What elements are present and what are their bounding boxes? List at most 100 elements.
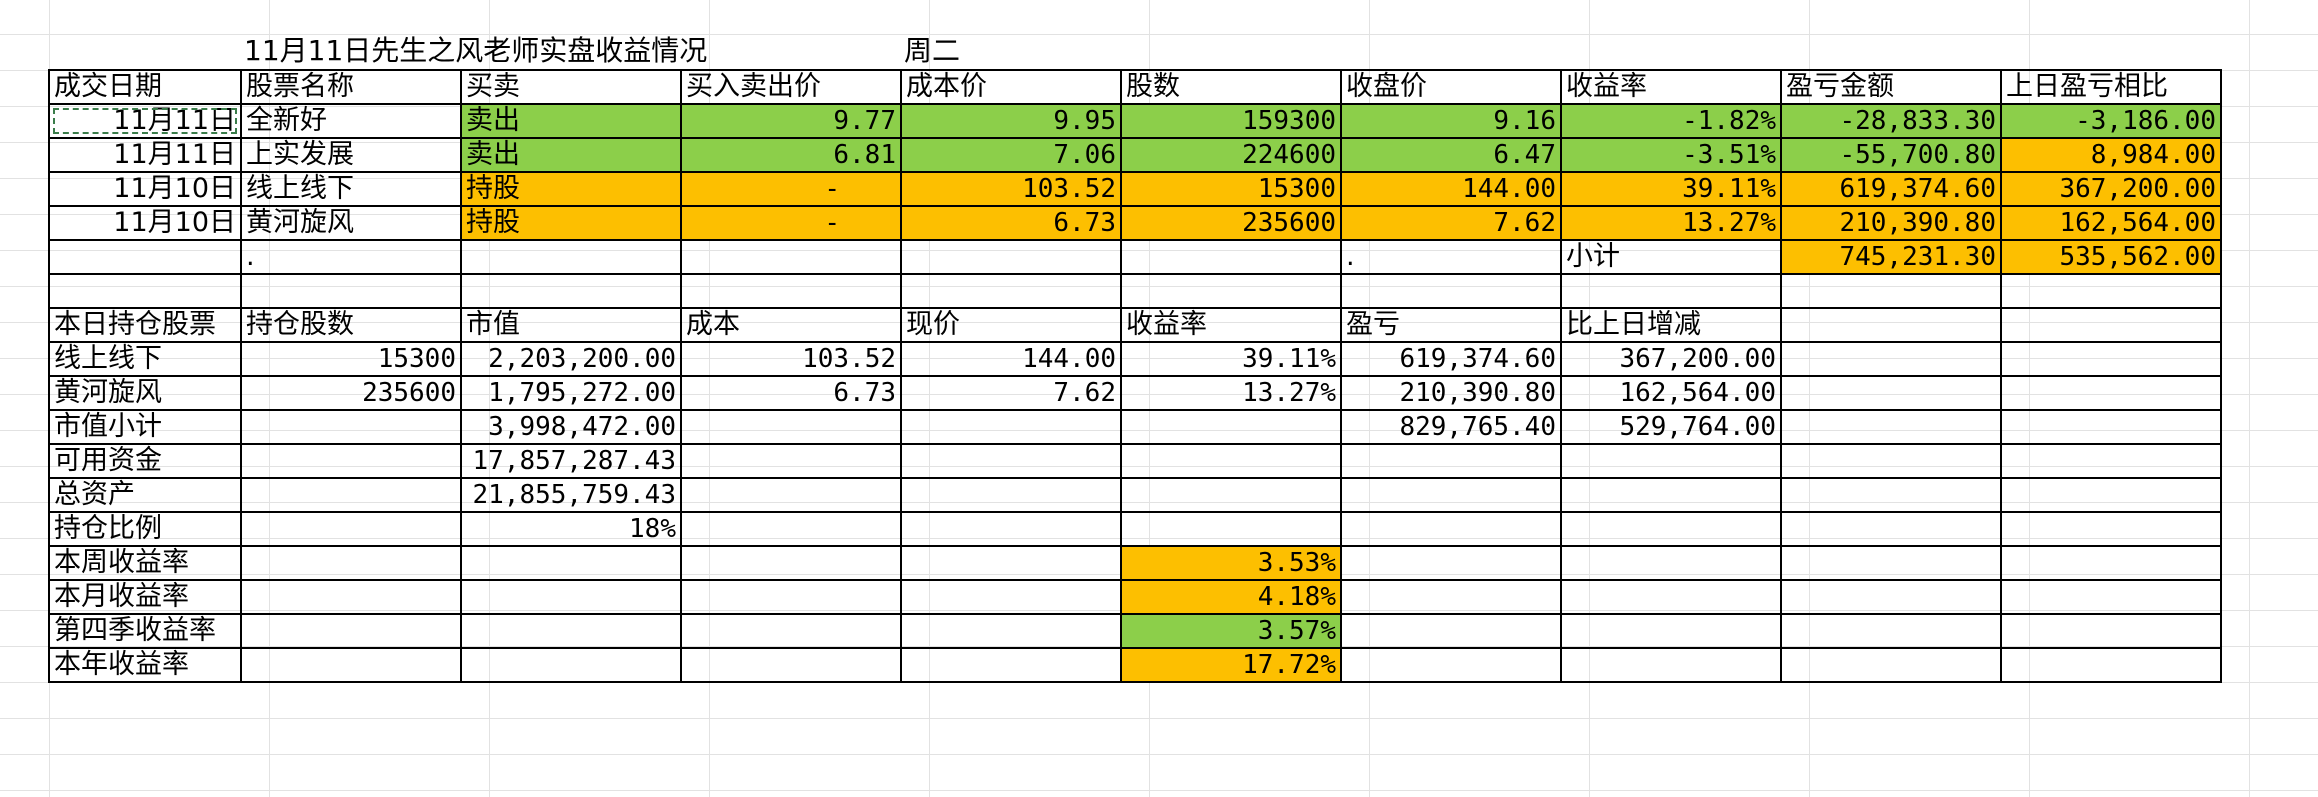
action-cell[interactable]: 卖出: [460, 137, 682, 173]
empty-cell[interactable]: [900, 443, 1122, 479]
empty-cell[interactable]: [2000, 341, 2222, 377]
empty-cell[interactable]: [240, 613, 462, 649]
header-cell[interactable]: 股数: [1120, 69, 1342, 105]
empty-cell[interactable]: [240, 477, 462, 513]
header-cell[interactable]: 持仓股数: [240, 307, 462, 343]
trade-date-cell-selected[interactable]: 11月11日: [48, 103, 242, 139]
pnl-cell[interactable]: -28,833.30: [1780, 103, 2002, 139]
stock-name-cell[interactable]: 线上线下: [240, 171, 462, 207]
empty-cell[interactable]: [900, 647, 1122, 683]
row-label-cell[interactable]: 市值小计: [48, 409, 242, 445]
empty-cell[interactable]: [900, 477, 1122, 513]
stock-name-cell[interactable]: 全新好: [240, 103, 462, 139]
close-price-cell[interactable]: 7.62: [1340, 205, 1562, 241]
empty-cell[interactable]: [1120, 511, 1342, 547]
vs-prev-cell[interactable]: 8,984.00: [2000, 137, 2222, 173]
return-rate-cell[interactable]: 13.27%: [1560, 205, 1782, 241]
empty-cell[interactable]: [900, 239, 1122, 275]
row-label-cell[interactable]: 本周收益率: [48, 545, 242, 581]
empty-cell[interactable]: [2000, 273, 2222, 309]
empty-cell[interactable]: [1340, 477, 1562, 513]
action-cell[interactable]: 持股: [460, 171, 682, 207]
market-value-cell[interactable]: 2,203,200.00: [460, 341, 682, 377]
empty-cell[interactable]: [1340, 613, 1562, 649]
empty-cell[interactable]: [240, 647, 462, 683]
return-rate-cell[interactable]: -1.82%: [1560, 103, 1782, 139]
empty-cell[interactable]: [680, 409, 902, 445]
vs-prev-cell[interactable]: 367,200.00: [2000, 171, 2222, 207]
header-cell[interactable]: 盈亏金额: [1780, 69, 2002, 105]
header-cell[interactable]: 买卖: [460, 69, 682, 105]
empty-cell[interactable]: [2000, 613, 2222, 649]
empty-cell[interactable]: [240, 443, 462, 479]
header-cell[interactable]: 现价: [900, 307, 1122, 343]
weekday-label[interactable]: 周二: [904, 34, 961, 67]
empty-cell[interactable]: [460, 613, 682, 649]
empty-cell[interactable]: [1340, 443, 1562, 479]
empty-cell[interactable]: [1560, 443, 1782, 479]
header-cell[interactable]: 成本价: [900, 69, 1122, 105]
empty-cell[interactable]: [1560, 273, 1782, 309]
header-cell[interactable]: 本日持仓股票: [48, 307, 242, 343]
change-total-cell[interactable]: 529,764.00: [1560, 409, 1782, 445]
row-label-cell[interactable]: 本月收益率: [48, 579, 242, 615]
pnl-cell[interactable]: 210,390.80: [1340, 375, 1562, 411]
trade-price-cell[interactable]: -: [680, 205, 902, 241]
empty-cell[interactable]: [680, 443, 902, 479]
empty-cell[interactable]: [460, 273, 682, 309]
row-label-cell[interactable]: 总资产: [48, 477, 242, 513]
stock-name-cell[interactable]: 上实发展: [240, 137, 462, 173]
empty-cell[interactable]: [1560, 579, 1782, 615]
empty-cell[interactable]: [2000, 545, 2222, 581]
empty-cell[interactable]: [2000, 579, 2222, 615]
vs-prev-cell[interactable]: -3,186.00: [2000, 103, 2222, 139]
empty-cell[interactable]: [680, 545, 902, 581]
pnl-cell[interactable]: 619,374.60: [1340, 341, 1562, 377]
cost-price-cell[interactable]: 9.95: [900, 103, 1122, 139]
empty-cell[interactable]: [1780, 341, 2002, 377]
dot-cell[interactable]: .: [240, 239, 462, 275]
empty-cell[interactable]: [1780, 477, 2002, 513]
shares-cell[interactable]: 159300: [1120, 103, 1342, 139]
current-price-cell[interactable]: 7.62: [900, 375, 1122, 411]
subtotal-pnl-cell[interactable]: 745,231.30: [1780, 239, 2002, 275]
empty-cell[interactable]: [680, 579, 902, 615]
empty-cell[interactable]: [900, 273, 1122, 309]
cost-cell[interactable]: 6.73: [680, 375, 902, 411]
monthly-return-cell[interactable]: 4.18%: [1120, 579, 1342, 615]
holding-shares-cell[interactable]: 15300: [240, 341, 462, 377]
empty-cell[interactable]: [1780, 647, 2002, 683]
cost-cell[interactable]: 103.52: [680, 341, 902, 377]
cost-price-cell[interactable]: 7.06: [900, 137, 1122, 173]
stock-name-cell[interactable]: 黄河旋风: [240, 205, 462, 241]
empty-cell[interactable]: [48, 273, 242, 309]
close-price-cell[interactable]: 6.47: [1340, 137, 1562, 173]
empty-cell[interactable]: [240, 545, 462, 581]
close-price-cell[interactable]: 144.00: [1340, 171, 1562, 207]
pnl-total-cell[interactable]: 829,765.40: [1340, 409, 1562, 445]
shares-cell[interactable]: 224600: [1120, 137, 1342, 173]
empty-cell[interactable]: [1340, 511, 1562, 547]
empty-cell[interactable]: [1780, 545, 2002, 581]
empty-cell[interactable]: [240, 273, 462, 309]
empty-cell[interactable]: [2000, 443, 2222, 479]
market-value-cell[interactable]: 1,795,272.00: [460, 375, 682, 411]
empty-cell[interactable]: [460, 647, 682, 683]
empty-cell[interactable]: [1780, 579, 2002, 615]
weekly-return-cell[interactable]: 3.53%: [1120, 545, 1342, 581]
row-label-cell[interactable]: 本年收益率: [48, 647, 242, 683]
dot-cell[interactable]: .: [1340, 239, 1562, 275]
trade-date-cell[interactable]: 11月10日: [48, 205, 242, 241]
row-label-cell[interactable]: 持仓比例: [48, 511, 242, 547]
cost-price-cell[interactable]: 103.52: [900, 171, 1122, 207]
empty-cell[interactable]: [1560, 477, 1782, 513]
header-cell[interactable]: 买入卖出价: [680, 69, 902, 105]
trade-date-cell[interactable]: 11月11日: [48, 137, 242, 173]
empty-cell[interactable]: [240, 579, 462, 615]
empty-cell[interactable]: [900, 409, 1122, 445]
header-cell[interactable]: 市值: [460, 307, 682, 343]
empty-cell[interactable]: [240, 409, 462, 445]
trade-price-cell[interactable]: -: [680, 171, 902, 207]
holding-name-cell[interactable]: 黄河旋风: [48, 375, 242, 411]
header-cell[interactable]: 比上日增减: [1560, 307, 1782, 343]
